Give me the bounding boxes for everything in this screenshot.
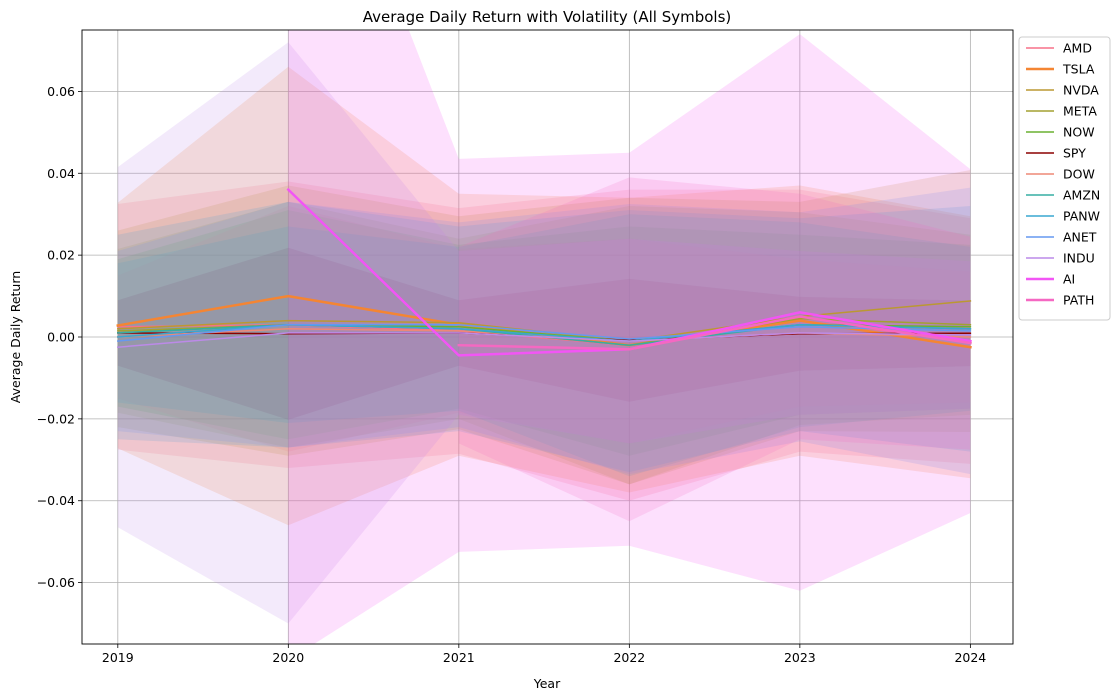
band-indu [117, 42, 971, 624]
legend-frame [1018, 36, 1111, 321]
x-tick-label: 2021 [443, 650, 475, 665]
band-now [117, 210, 971, 456]
legend-label-spy: SPY [1063, 146, 1086, 161]
legend-label-meta: META [1063, 104, 1097, 119]
y-tick-label: 0.02 [47, 248, 75, 263]
y-tick-label: −0.06 [37, 575, 75, 590]
x-tick-label: 2024 [954, 650, 986, 665]
series-line-indu [116, 332, 972, 349]
x-tick-label: 2020 [272, 650, 304, 665]
band-path [458, 177, 971, 522]
legend-label-nvda: NVDA [1063, 83, 1099, 98]
band-meta [117, 201, 971, 485]
legend: AMD TSLA NVDA META NOW SPY DOW AMZN PANW ANET INDU… [1018, 36, 1111, 321]
x-tick-label: 2022 [613, 650, 645, 665]
y-tick-label: −0.02 [37, 411, 75, 426]
series-lines [116, 187, 972, 357]
series-line-anet [116, 323, 972, 342]
band-tsla [117, 66, 971, 526]
y-tick-label: 0.06 [47, 84, 75, 99]
legend-label-amd: AMD [1063, 41, 1092, 56]
series-line-path [457, 315, 972, 351]
legend-label-panw: PANW [1063, 209, 1100, 224]
legend-label-indu: INDU [1063, 251, 1095, 266]
x-tick-label: 2023 [784, 650, 816, 665]
y-tick-label: −0.04 [37, 493, 75, 508]
volatility-bands [117, 30, 971, 644]
band-nvda [117, 170, 971, 485]
legend-label-dow: DOW [1063, 167, 1095, 182]
x-axis-title: Year [533, 676, 561, 691]
band-dow [117, 206, 971, 452]
x-tick-label: 2019 [102, 650, 134, 665]
legend-label-ai: AI [1063, 272, 1075, 287]
legend-label-path: PATH [1063, 293, 1094, 308]
legend-label-anet: ANET [1063, 230, 1097, 245]
axis-ticks: 2019 2020 2021 2022 2023 2024 −0.06 −0.04 −0.02 0… [37, 84, 987, 665]
band-amzn [117, 214, 971, 477]
band-ai [288, 30, 971, 644]
legend-label-tsla: TSLA [1062, 62, 1095, 77]
legend-label-amzn: AMZN [1063, 188, 1100, 203]
band-amd [117, 181, 971, 501]
y-tick-label: 0.00 [47, 330, 75, 345]
chart-title: Average Daily Return with Volatility (Al… [363, 8, 732, 26]
y-tick-label: 0.04 [47, 166, 75, 181]
y-axis-title: Average Daily Return [8, 271, 23, 403]
legend-label-now: NOW [1063, 125, 1095, 140]
band-anet [117, 187, 971, 475]
